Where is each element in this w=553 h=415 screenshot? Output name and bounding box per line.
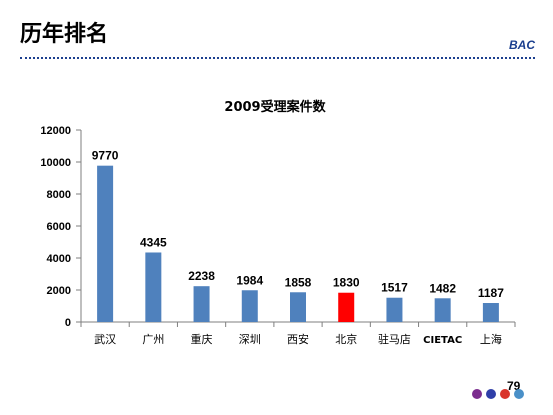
data-label: 1517 — [381, 281, 408, 295]
bar — [145, 252, 162, 322]
data-label: 1187 — [478, 286, 504, 300]
bar — [290, 292, 306, 322]
y-axis: 0 2000 4000 6000 8000 10000 12000 — [40, 125, 82, 329]
slide-title: 历年排名 — [20, 22, 109, 47]
y-tick-label: 12000 — [40, 125, 71, 137]
decorative-dot — [486, 389, 496, 399]
category-label: 广州 — [142, 333, 164, 346]
data-label: 1858 — [285, 275, 312, 289]
decorative-dot — [472, 389, 482, 399]
decorative-dot — [500, 389, 510, 399]
category-labels: 武汉 广州 重庆 深圳 西安 北京 驻马店 CIETAC 上海 — [94, 332, 502, 346]
data-labels: 9770 4345 2238 1984 1858 1830 1517 1482 1187 — [92, 149, 504, 300]
chart-title: 2009受理案件数 — [224, 99, 326, 115]
data-label: 4345 — [140, 235, 167, 249]
category-label: 深圳 — [239, 333, 261, 346]
y-tick-label: 10000 — [40, 157, 71, 169]
category-label: 西安 — [287, 332, 309, 346]
category-label: 驻马店 — [378, 332, 411, 346]
bar — [482, 303, 499, 322]
bar — [434, 298, 451, 322]
data-label: 2238 — [188, 269, 215, 283]
brand-logo: BAC — [509, 38, 535, 52]
data-label: 9770 — [92, 149, 119, 163]
y-tick-label: 4000 — [47, 253, 71, 265]
data-label: 1482 — [429, 281, 456, 295]
data-label: 1984 — [236, 273, 263, 287]
category-label: 上海 — [480, 332, 502, 346]
x-axis — [80, 321, 516, 327]
y-tick-label: 0 — [65, 317, 71, 329]
bars — [97, 165, 499, 322]
y-tick-label: 2000 — [47, 285, 71, 297]
y-tick-label: 6000 — [47, 221, 71, 233]
data-label: 1830 — [333, 276, 360, 290]
bar — [97, 165, 114, 322]
category-label: 重庆 — [191, 332, 213, 346]
category-label: 武汉 — [94, 333, 116, 346]
bar — [241, 290, 258, 322]
category-label: CIETAC — [423, 335, 462, 346]
title-divider — [20, 57, 535, 59]
category-label: 北京 — [335, 332, 357, 346]
decorative-dot — [514, 389, 524, 399]
bar — [193, 286, 210, 322]
bar — [338, 292, 355, 322]
y-tick-label: 8000 — [47, 189, 71, 201]
bar — [386, 297, 403, 322]
